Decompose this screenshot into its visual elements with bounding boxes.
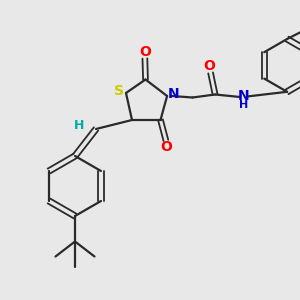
- Text: O: O: [139, 45, 151, 59]
- Text: H: H: [239, 100, 248, 110]
- Text: H: H: [74, 119, 85, 132]
- Text: N: N: [167, 87, 179, 101]
- Text: O: O: [160, 140, 172, 154]
- Text: S: S: [114, 84, 124, 98]
- Text: O: O: [203, 59, 215, 73]
- Text: N: N: [238, 89, 249, 103]
